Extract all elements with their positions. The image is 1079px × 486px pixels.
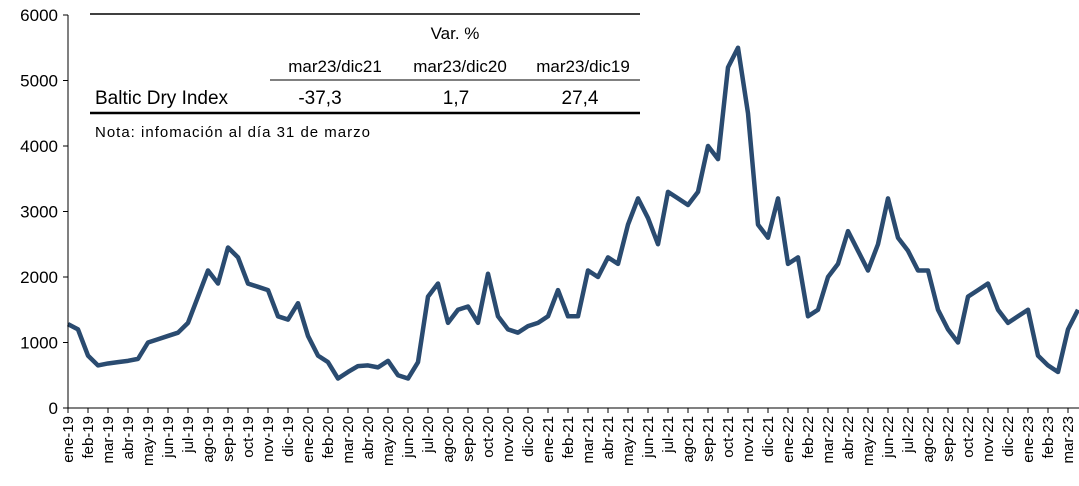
x-tick-label: nov-20 [500,416,517,462]
x-tick-label: oct-19 [240,416,257,458]
x-tick-label: ago-22 [920,416,937,463]
table-background [88,8,644,148]
table-cell: 27,4 [562,88,599,109]
table-cell: -37,3 [298,88,341,109]
x-tick-label: ene-20 [300,416,317,463]
x-tick-label: dic-22 [1000,416,1017,457]
table-note: Nota: infomación al día 31 de marzo [95,124,371,141]
y-tick-label: 2000 [20,268,58,287]
x-tick-label: abr-22 [840,416,857,459]
x-tick-label: dic-19 [280,416,297,457]
y-tick-label: 6000 [20,6,58,25]
y-tick-label: 0 [49,399,58,418]
x-tick-label: abr-20 [360,416,377,459]
x-tick-label: sep-19 [220,416,237,462]
x-tick-label: jul-20 [420,416,437,454]
x-tick-label: sep-22 [940,416,957,462]
x-tick-label: ago-19 [200,416,217,463]
x-tick-label: jul-19 [180,416,197,454]
x-tick-label: dic-21 [760,416,777,457]
table-cell: Baltic Dry Index [95,88,229,109]
table-cell: 1,7 [443,88,469,109]
x-tick-label: may-21 [620,416,637,466]
x-tick-label: sep-20 [460,416,477,462]
table-header: mar23/dic20 [413,57,507,76]
x-tick-label: feb-21 [560,416,577,459]
x-tick-label: oct-20 [480,416,497,458]
x-tick-label: oct-22 [960,416,977,458]
y-tick-label: 5000 [20,72,58,91]
x-tick-label: feb-19 [80,416,97,459]
x-tick-label: nov-22 [980,416,997,462]
y-tick-label: 3000 [20,203,58,222]
x-tick-label: abr-21 [600,416,617,459]
x-tick-label: ene-22 [780,416,797,463]
x-tick-label: feb-23 [1040,416,1057,459]
table-header: mar23/dic19 [536,57,630,76]
x-tick-label: ago-21 [680,416,697,463]
x-tick-label: jun-22 [880,416,897,459]
x-tick-label: may-19 [140,416,157,466]
x-tick-label: nov-19 [260,416,277,462]
x-tick-label: jun-19 [160,416,177,459]
x-tick-label: mar-21 [580,416,597,464]
x-tick-label: mar-22 [820,416,837,464]
x-tick-label: mar-20 [340,416,357,464]
x-tick-label: jun-21 [640,416,657,459]
x-tick-label: abr-19 [120,416,137,459]
x-tick-label: jul-21 [660,416,677,454]
x-tick-label: mar-19 [100,416,117,464]
x-tick-label: sep-21 [700,416,717,462]
x-tick-label: feb-20 [320,416,337,459]
x-tick-label: ene-19 [60,416,77,463]
x-tick-label: feb-22 [800,416,817,459]
table-title: Var. % [431,24,480,43]
x-tick-label: nov-21 [740,416,757,462]
x-tick-label: ene-21 [540,416,557,463]
x-tick-label: mar-23 [1060,416,1077,464]
x-tick-label: may-22 [860,416,877,466]
table-header: mar23/dic21 [288,57,382,76]
x-tick-label: dic-20 [520,416,537,457]
x-tick-label: ene-23 [1020,416,1037,463]
x-tick-label: oct-21 [720,416,737,458]
x-tick-label: jun-20 [400,416,417,459]
x-tick-label: ago-20 [440,416,457,463]
y-tick-label: 1000 [20,334,58,353]
x-tick-label: jul-22 [900,416,917,454]
y-tick-label: 4000 [20,137,58,156]
data-line [66,45,1079,381]
x-tick-label: may-20 [380,416,397,466]
